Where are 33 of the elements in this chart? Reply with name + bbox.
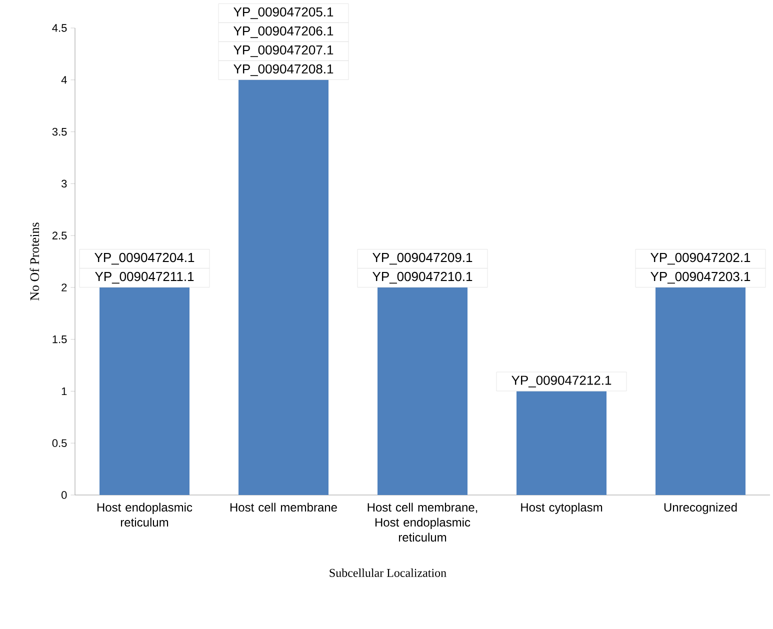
x-tick-label: Host endoplasmic reticulum — [97, 502, 192, 527]
y-tick-label: 4 — [61, 76, 67, 84]
y-tick-label: 1 — [62, 387, 67, 396]
bar — [516, 391, 607, 495]
y-tick-label: 4.5 — [52, 24, 67, 32]
annotation: YP_009047208.1 — [234, 64, 334, 76]
bar — [238, 80, 329, 495]
y-axis-title: No Of Proteins — [30, 222, 40, 300]
y-tick-label: 3 — [62, 180, 67, 188]
x-axis-title: Subcellular Localization — [330, 568, 446, 577]
y-tick-label: 1.5 — [52, 336, 67, 344]
y-tick-label: 0.5 — [52, 439, 67, 448]
y-tick-label: 2 — [62, 284, 67, 292]
annotation: YP_009047204.1 — [94, 252, 194, 265]
annotation: YP_009047211.1 — [95, 272, 194, 284]
y-tick-label: 2.5 — [52, 232, 67, 240]
annotation: YP_009047203.1 — [650, 272, 750, 284]
y-tick-label: 3.5 — [52, 128, 67, 136]
y-tick-label: 0 — [62, 491, 67, 499]
x-tick-label: Host cell membrane — [230, 502, 337, 512]
annotation: YP_009047209.1 — [372, 252, 472, 265]
bar — [100, 287, 190, 495]
annotation: YP_009047210.1 — [372, 272, 472, 284]
annotation: YP_009047207.1 — [234, 45, 334, 58]
x-tick-label: Host cell membrane, Host endoplasmic reticulum — [368, 502, 478, 542]
annotation: YP_009047206.1 — [234, 26, 334, 38]
x-tick-label: Unrecognized — [664, 502, 737, 514]
x-tick-label: Host cytoplasm — [521, 502, 602, 514]
bar — [656, 287, 746, 495]
annotation: YP_009047212.1 — [512, 376, 612, 388]
bar — [378, 287, 468, 495]
annotation: YP_009047202.1 — [650, 252, 750, 265]
text: YP_009047205.1 — [234, 7, 334, 20]
